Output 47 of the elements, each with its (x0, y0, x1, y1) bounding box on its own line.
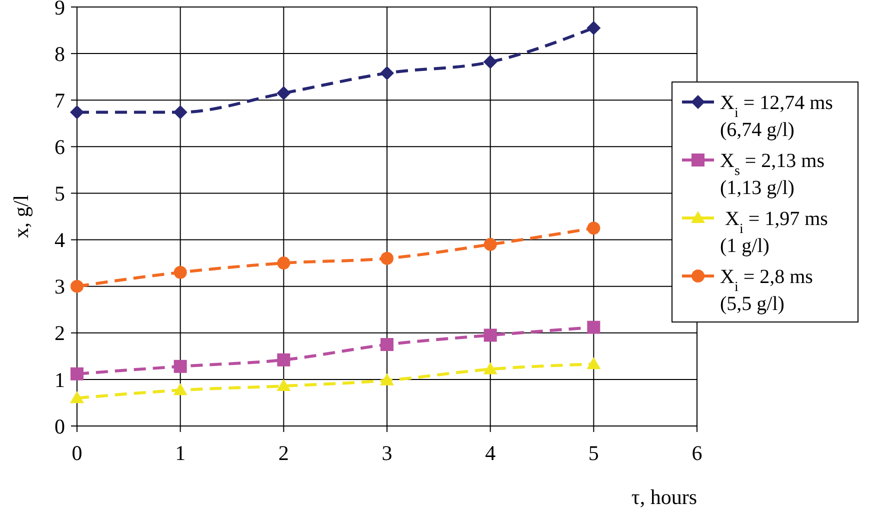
point (70, 367, 84, 380)
point (586, 20, 601, 35)
y-tick-label: 0 (54, 414, 65, 438)
y-tick-label: 7 (54, 88, 65, 112)
y-tick-label: 6 (54, 135, 65, 160)
point (173, 383, 188, 396)
point (276, 86, 291, 100)
point (70, 105, 84, 120)
legend-label: X$_{i}$ = 2,8 ms (5,5 g/l) (720, 266, 814, 315)
point (276, 378, 291, 391)
x-axis-title: τ, hours (631, 485, 697, 509)
y-tick-label: 9 (54, 0, 65, 20)
x-tick-label: 0 (72, 441, 82, 465)
point (586, 357, 601, 370)
point (277, 256, 290, 270)
x-tick-label: 5 (588, 441, 599, 465)
point (380, 252, 394, 265)
point (484, 328, 497, 342)
y-tick-label: 5 (54, 182, 65, 206)
point (380, 338, 394, 352)
point (484, 238, 497, 251)
point (174, 360, 187, 373)
y-tick-label: 8 (54, 42, 65, 66)
point (380, 373, 394, 386)
point (70, 391, 84, 404)
x-tick-label: 6 (692, 441, 702, 465)
point (173, 105, 188, 120)
point (587, 222, 600, 235)
x-tick-label: 3 (382, 441, 392, 465)
point (70, 280, 84, 293)
x-tick-label: 2 (278, 441, 289, 465)
legend-label: X$_{i}$ = 1,97 ms (1 g/l) (720, 208, 828, 257)
point (483, 54, 498, 69)
point (483, 362, 498, 374)
point (587, 320, 600, 334)
point (380, 66, 394, 80)
y-axis-title: x, g/l (9, 194, 33, 238)
legend-label: X$_{s}$ = 2,13 ms (1,13 g/l) (720, 150, 825, 199)
legend-label: X$_{i}$ = 12,74 ms (6,74 g/l) (720, 92, 834, 141)
y-tick-label: 2 (54, 321, 65, 346)
point (277, 353, 290, 366)
x-tick-label: 1 (175, 441, 186, 465)
point (174, 266, 187, 279)
y-tick-label: 1 (54, 368, 65, 392)
y-tick-label: 4 (54, 228, 66, 252)
x-tick-label: 4 (485, 441, 496, 465)
y-tick-label: 3 (54, 274, 65, 299)
